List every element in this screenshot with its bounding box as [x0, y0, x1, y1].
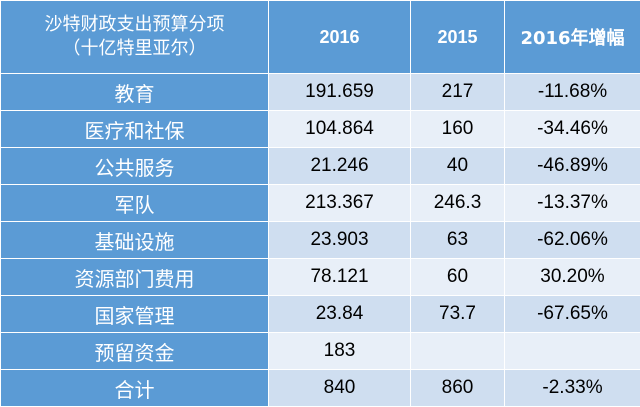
- cell-2016: 213.367: [269, 185, 411, 222]
- cell-2016: 78.121: [269, 259, 411, 296]
- row-category: 军队: [1, 185, 269, 222]
- cell-2016: 840: [269, 370, 411, 407]
- row-category: 教育: [1, 74, 269, 111]
- row-category: 医疗和社保: [1, 111, 269, 148]
- row-category: 公共服务: [1, 148, 269, 185]
- table-row: 国家管理 23.84 73.7 -67.65%: [1, 296, 640, 333]
- cell-2015: 73.7: [411, 296, 505, 333]
- row-category: 预留资金: [1, 333, 269, 370]
- cell-2016: 183: [269, 333, 411, 370]
- row-category: 基础设施: [1, 222, 269, 259]
- cell-change: -62.06%: [505, 222, 640, 259]
- header-row: 沙特财政支出预算分项 （十亿特里亚尔） 2016 2015 2016年增幅: [1, 1, 640, 74]
- cell-change: -13.37%: [505, 185, 640, 222]
- cell-change: [505, 333, 640, 370]
- header-label-line2: （十亿特里亚尔）: [1, 37, 268, 61]
- table-row: 公共服务 21.246 40 -46.89%: [1, 148, 640, 185]
- table-row: 基础设施 23.903 63 -62.06%: [1, 222, 640, 259]
- header-2015: 2015: [411, 1, 505, 74]
- cell-2015: [411, 333, 505, 370]
- cell-2016: 191.659: [269, 74, 411, 111]
- cell-change: 30.20%: [505, 259, 640, 296]
- table-row: 预留资金 183: [1, 333, 640, 370]
- cell-2015: 40: [411, 148, 505, 185]
- row-category: 资源部门费用: [1, 259, 269, 296]
- header-label-line1: 沙特财政支出预算分项: [1, 13, 268, 37]
- header-change: 2016年增幅: [505, 1, 640, 74]
- row-category: 合计: [1, 370, 269, 407]
- cell-2015: 246.3: [411, 185, 505, 222]
- cell-2015: 217: [411, 74, 505, 111]
- cell-change: -46.89%: [505, 148, 640, 185]
- row-category: 国家管理: [1, 296, 269, 333]
- table-row: 医疗和社保 104.864 160 -34.46%: [1, 111, 640, 148]
- cell-2015: 63: [411, 222, 505, 259]
- table-row: 教育 191.659 217 -11.68%: [1, 74, 640, 111]
- cell-2015: 160: [411, 111, 505, 148]
- cell-2016: 23.84: [269, 296, 411, 333]
- cell-2016: 104.864: [269, 111, 411, 148]
- cell-change: -34.46%: [505, 111, 640, 148]
- cell-change: -11.68%: [505, 74, 640, 111]
- cell-change: -67.65%: [505, 296, 640, 333]
- table-row: 资源部门费用 78.121 60 30.20%: [1, 259, 640, 296]
- table-row: 军队 213.367 246.3 -13.37%: [1, 185, 640, 222]
- cell-2015: 860: [411, 370, 505, 407]
- cell-change: -2.33%: [505, 370, 640, 407]
- header-2016: 2016: [269, 1, 411, 74]
- cell-2016: 21.246: [269, 148, 411, 185]
- total-row: 合计 840 860 -2.33%: [1, 370, 640, 407]
- cell-2015: 60: [411, 259, 505, 296]
- header-category: 沙特财政支出预算分项 （十亿特里亚尔）: [1, 1, 269, 74]
- cell-2016: 23.903: [269, 222, 411, 259]
